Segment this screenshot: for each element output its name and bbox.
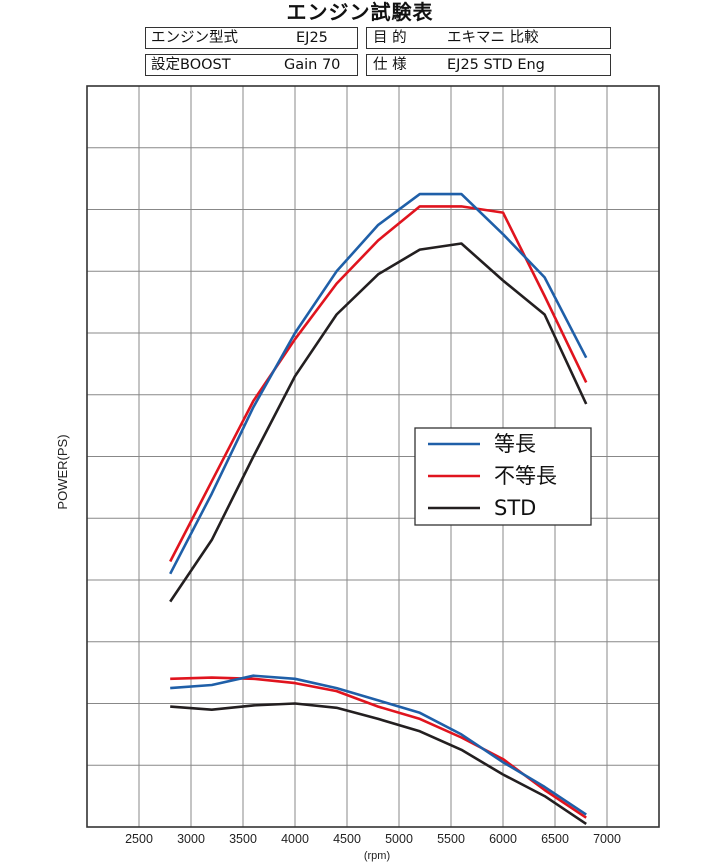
- boost-box: 設定BOOST Gain 70: [145, 54, 358, 76]
- x-tick-label: 3500: [229, 832, 257, 846]
- legend-label-std: STD: [494, 496, 536, 520]
- spec-box: 仕 様 EJ25 STD Eng: [366, 54, 611, 76]
- page-title: エンジン試験表: [286, 0, 434, 24]
- x-tick-label: 6000: [489, 832, 517, 846]
- boost-value: Gain 70: [284, 57, 341, 73]
- spec-label: 仕 様: [373, 57, 407, 73]
- y-axis-label: POWER(PS): [55, 434, 70, 509]
- spec-value: EJ25 STD Eng: [447, 57, 545, 73]
- series-line-upper-futocho: [169, 205, 588, 563]
- purpose-box: 目 的 エキマニ 比較: [366, 27, 611, 49]
- series-line-upper-tocho: [169, 192, 588, 575]
- engine-type-value: EJ25: [296, 30, 328, 46]
- series-line-lower-futocho: [170, 676, 587, 819]
- x-tick-label: 7000: [593, 832, 621, 846]
- series-line-lower-tocho: [170, 674, 587, 816]
- boost-label: 設定BOOST: [151, 57, 231, 73]
- x-tick-label: 2500: [125, 832, 153, 846]
- engine-type-box: エンジン型式 EJ25: [145, 27, 358, 49]
- x-tick-label: 3000: [177, 832, 205, 846]
- legend-label-futocho: 不等長: [494, 464, 557, 488]
- legend-label-tocho: 等長: [494, 432, 536, 456]
- series-line-lower-std: [170, 702, 587, 825]
- legend: 等長 不等長 STD: [414, 427, 592, 526]
- x-tick-label: 5000: [385, 832, 413, 846]
- purpose-value: エキマニ 比較: [447, 30, 539, 46]
- x-axis-label: (rpm): [364, 850, 390, 862]
- x-tick-label: 4000: [281, 832, 309, 846]
- series-lines: [169, 192, 588, 825]
- engine-type-label: エンジン型式: [151, 30, 238, 46]
- plot-frame: [86, 85, 660, 828]
- purpose-label: 目 的: [373, 30, 407, 46]
- x-tick-labels: 2500 3000 3500 4000 4500 5000 5500 6000 6500 7000: [125, 832, 621, 846]
- series-line-upper-std: [169, 242, 588, 603]
- x-tick-label: 5500: [437, 832, 465, 846]
- x-tick-label: 6500: [541, 832, 569, 846]
- x-tick-label: 4500: [333, 832, 361, 846]
